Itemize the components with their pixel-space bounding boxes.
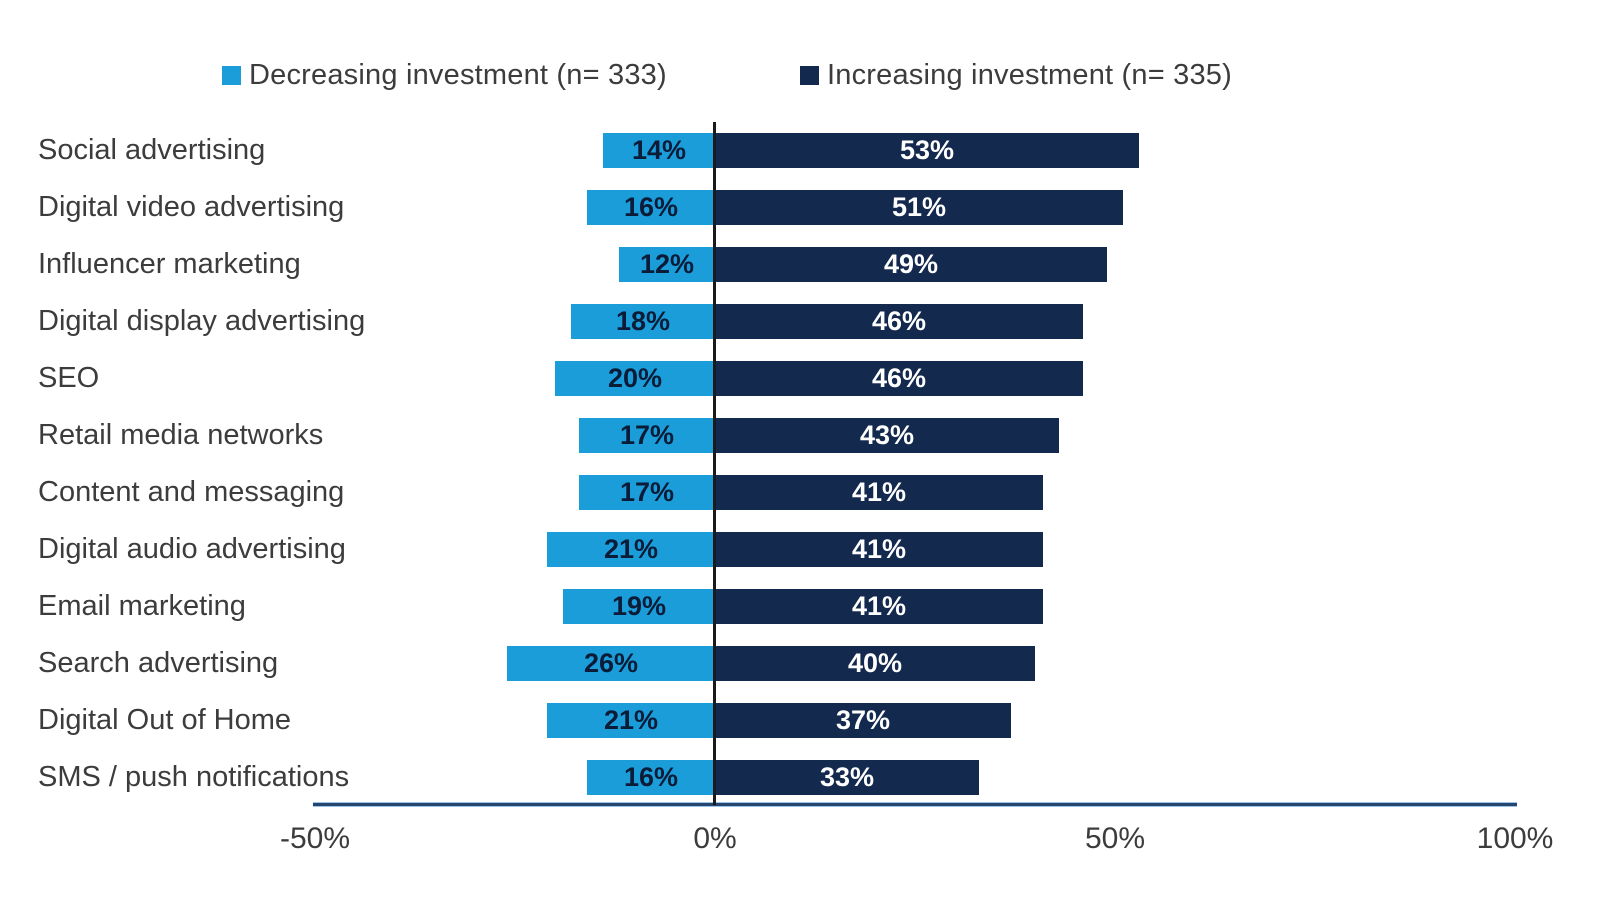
category-label: SMS / push notifications (38, 761, 350, 793)
bar-decreasing: 16% (587, 760, 715, 795)
bar-decreasing: 18% (571, 304, 715, 339)
bar-decreasing: 17% (579, 418, 715, 453)
bar-value-decreasing: 12% (639, 249, 695, 279)
chart-row: Email marketing 19% 41% (0, 578, 1600, 635)
legend-label-increasing: Increasing investment (n= 335) (827, 58, 1232, 91)
bar-value-increasing: 49% (883, 249, 939, 279)
chart-row: Retail media networks 17% 43% (0, 407, 1600, 464)
bar-value-increasing: 37% (835, 705, 891, 735)
bar-value-decreasing: 19% (611, 591, 667, 621)
chart-row: Digital video advertising 16% 51% (0, 179, 1600, 236)
chart-row: SEO 20% 46% (0, 350, 1600, 407)
x-axis-tick-label: 100% (1476, 822, 1554, 855)
chart-row: Search advertising 26% 40% (0, 635, 1600, 692)
bar-value-decreasing: 16% (623, 192, 679, 222)
x-axis-tick-label: 50% (1084, 822, 1146, 855)
bar-increasing: 40% (715, 646, 1035, 681)
category-label: Digital display advertising (38, 305, 366, 337)
chart-row: Influencer marketing 12% 49% (0, 236, 1600, 293)
bar-value-increasing: 46% (871, 306, 927, 336)
category-label: Retail media networks (38, 419, 324, 451)
bar-value-increasing: 41% (851, 534, 907, 564)
bar-value-decreasing: 26% (583, 648, 639, 678)
bar-increasing: 41% (715, 532, 1043, 567)
chart-row: Digital Out of Home 21% 37% (0, 692, 1600, 749)
bar-value-increasing: 40% (847, 648, 903, 678)
bar-decreasing: 19% (563, 589, 715, 624)
bar-decreasing: 16% (587, 190, 715, 225)
category-label: Influencer marketing (38, 248, 301, 280)
chart-row: Content and messaging 17% 41% (0, 464, 1600, 521)
chart-row: SMS / push notifications 16% 33% (0, 749, 1600, 806)
category-label: SEO (38, 362, 100, 394)
bar-increasing: 33% (715, 760, 979, 795)
category-label: Social advertising (38, 134, 266, 166)
bar-value-decreasing: 18% (615, 306, 671, 336)
category-label: Search advertising (38, 647, 279, 679)
category-label: Email marketing (38, 590, 246, 622)
bar-decreasing: 12% (619, 247, 715, 282)
legend-item-increasing: Increasing investment (n= 335) (800, 58, 1232, 92)
bar-increasing: 53% (715, 133, 1139, 168)
bar-value-increasing: 53% (899, 135, 955, 165)
bar-increasing: 43% (715, 418, 1059, 453)
bar-value-increasing: 51% (891, 192, 947, 222)
bar-value-decreasing: 16% (623, 762, 679, 792)
bar-value-decreasing: 21% (603, 534, 659, 564)
bar-decreasing: 26% (507, 646, 715, 681)
x-axis-line (313, 803, 1517, 806)
bar-value-decreasing: 17% (619, 420, 675, 450)
zero-axis-line (713, 122, 716, 805)
bar-value-decreasing: 17% (619, 477, 675, 507)
legend-swatch-decreasing (222, 65, 241, 85)
bar-increasing: 46% (715, 361, 1083, 396)
bar-value-increasing: 41% (851, 591, 907, 621)
bar-decreasing: 21% (547, 703, 715, 738)
bar-increasing: 51% (715, 190, 1123, 225)
bar-decreasing: 21% (547, 532, 715, 567)
bar-increasing: 49% (715, 247, 1107, 282)
category-label: Digital Out of Home (38, 704, 292, 736)
bar-decreasing: 14% (603, 133, 715, 168)
chart-row: Digital audio advertising 21% 41% (0, 521, 1600, 578)
legend-item-decreasing: Decreasing investment (n= 333) (222, 58, 667, 92)
bar-increasing: 41% (715, 589, 1043, 624)
bar-value-decreasing: 20% (607, 363, 663, 393)
legend-swatch-increasing (800, 65, 819, 85)
category-label: Digital audio advertising (38, 533, 346, 565)
bar-value-increasing: 43% (859, 420, 915, 450)
x-axis-tick-label: -50% (279, 822, 351, 855)
bar-increasing: 41% (715, 475, 1043, 510)
bar-value-increasing: 46% (871, 363, 927, 393)
chart-row: Digital display advertising 18% 46% (0, 293, 1600, 350)
category-label: Content and messaging (38, 476, 345, 508)
category-label: Digital video advertising (38, 191, 345, 223)
bar-decreasing: 17% (579, 475, 715, 510)
chart-row: Social advertising 14% 53% (0, 122, 1600, 179)
bar-increasing: 37% (715, 703, 1011, 738)
bar-decreasing: 20% (555, 361, 715, 396)
legend-label-decreasing: Decreasing investment (n= 333) (249, 58, 667, 91)
bar-value-decreasing: 21% (603, 705, 659, 735)
bar-value-increasing: 33% (819, 762, 875, 792)
bar-value-increasing: 41% (851, 477, 907, 507)
x-axis-tick-label: 0% (693, 822, 737, 855)
bar-value-decreasing: 14% (631, 135, 687, 165)
bar-increasing: 46% (715, 304, 1083, 339)
